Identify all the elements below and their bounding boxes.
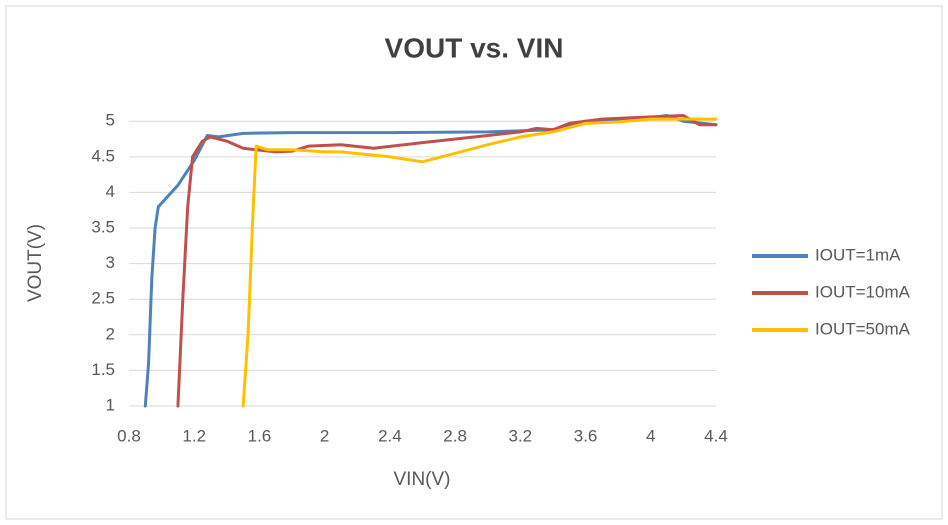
x-tick-label: 1.6 [248,426,272,445]
y-tick-label: 5 [106,111,115,130]
legend-label: IOUT=50mA [815,319,911,338]
series-line [241,117,718,408]
legend-label: IOUT=1mA [815,245,901,264]
y-tick-label: 3 [106,253,115,272]
x-tick-label: 2.4 [378,426,402,445]
x-axis-label: VIN(V) [394,469,451,490]
y-tick-label: 1 [106,395,115,414]
x-tick-label: 0.8 [117,426,141,445]
x-tick-label: 3.6 [574,426,598,445]
x-tick-label: 2 [320,426,329,445]
x-tick-label: 3.2 [509,426,533,445]
x-tick-label: 4.4 [704,426,728,445]
y-axis-label: VOUT(V) [25,224,46,302]
chart-title: VOUT vs. VIN [385,32,564,63]
series-line [176,114,718,408]
chart-border [5,5,943,520]
x-tick-label: 4 [646,426,655,445]
y-tick-label: 3.5 [91,218,115,237]
legend-label: IOUT=10mA [815,282,911,301]
y-tick-label: 4.5 [91,146,115,165]
x-tick-label: 1.2 [182,426,206,445]
y-tick-label: 2.5 [91,289,115,308]
y-tick-label: 2 [106,324,115,343]
y-tick-label: 1.5 [91,360,115,379]
x-tick-label: 2.8 [443,426,467,445]
y-tick-label: 4 [106,182,115,201]
